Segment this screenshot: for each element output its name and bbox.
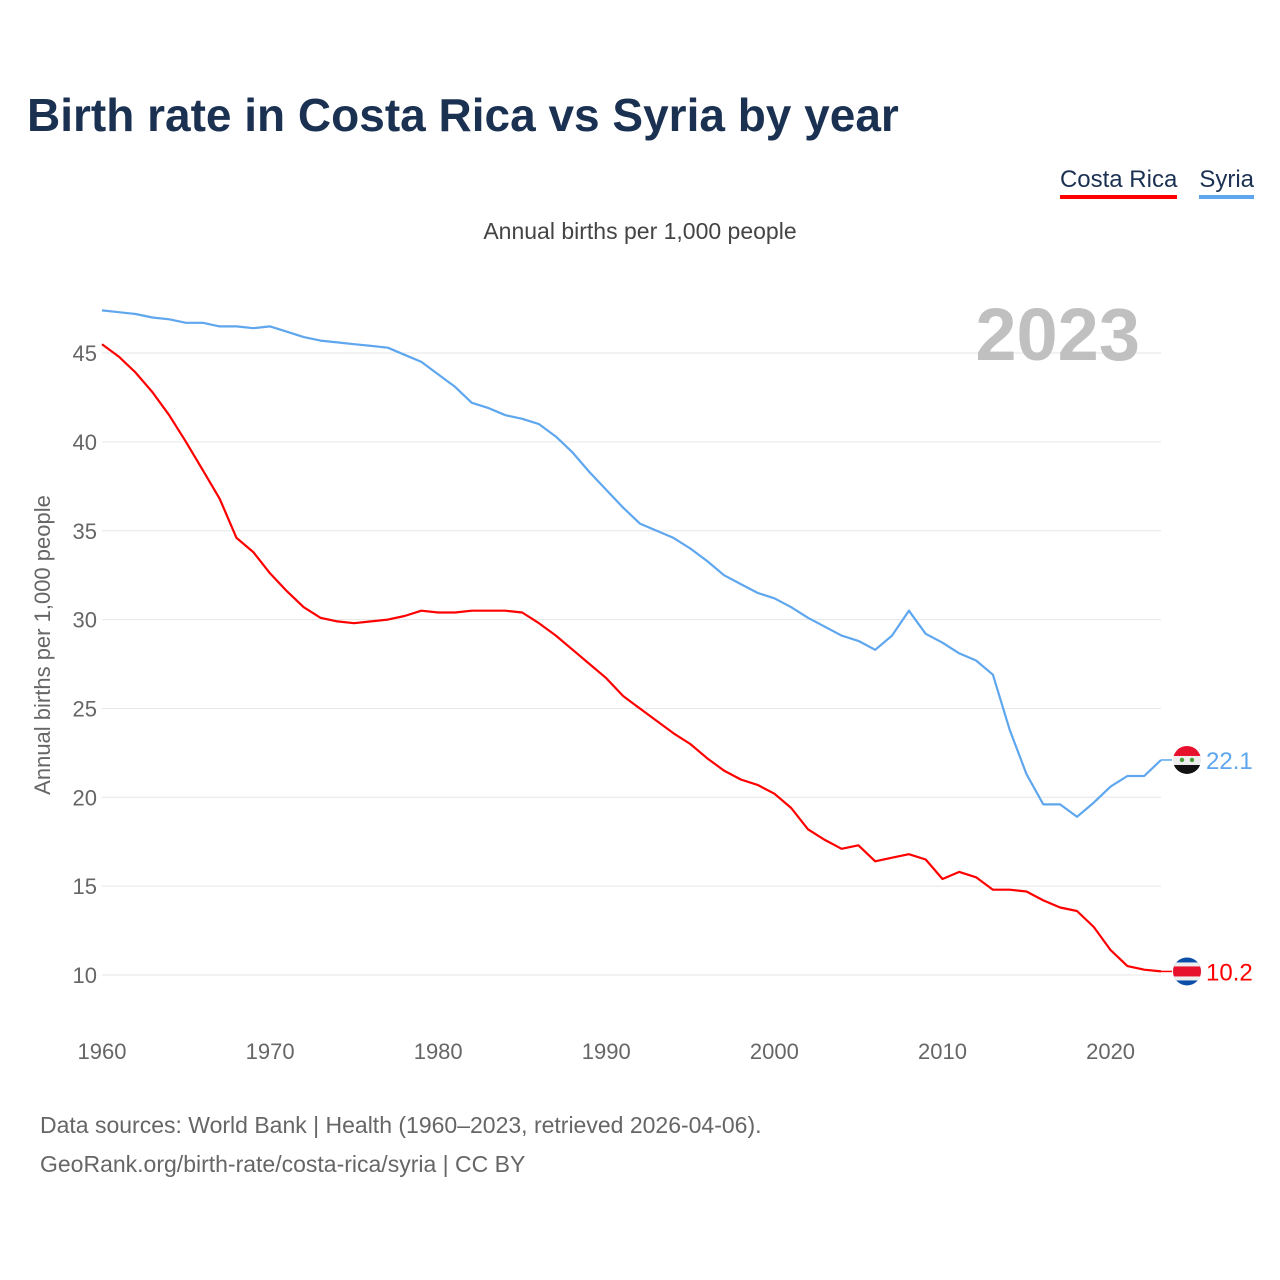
- flag-star: [1189, 757, 1195, 763]
- flag-stripes: [1173, 745, 1201, 774]
- end-value-label: 10.2: [1206, 959, 1253, 986]
- chart-subtitle: Annual births per 1,000 people: [483, 218, 797, 244]
- series-line-costa-rica: [101, 343, 1162, 973]
- y-tick-label: 10: [73, 963, 97, 988]
- x-tick-label: 2020: [1086, 1039, 1135, 1064]
- y-axis-label: Annual births per 1,000 people: [30, 495, 55, 795]
- year-watermark: 2023: [975, 293, 1140, 376]
- x-tick-label: 1990: [582, 1039, 631, 1064]
- x-tick-label: 1970: [246, 1039, 295, 1064]
- x-tick-label: 2010: [918, 1039, 967, 1064]
- costa-rica-flag-icon: [1173, 957, 1201, 986]
- flag-red: [1173, 745, 1201, 756]
- data-source: Data sources: World Bank | Health (1960–…: [40, 1112, 762, 1138]
- series-line-syria: [101, 309, 1162, 818]
- y-tick-label: 20: [73, 785, 97, 810]
- y-tick-label: 40: [73, 430, 97, 455]
- flag-star: [1179, 757, 1185, 763]
- legend-costa-rica[interactable]: Costa Rica: [1059, 166, 1178, 199]
- y-tick-label: 35: [73, 519, 97, 544]
- x-tick-label: 1960: [78, 1039, 127, 1064]
- source-link[interactable]: GeoRank.org/birth-rate/costa-rica/syria …: [40, 1151, 526, 1177]
- chart-title: Birth rate in Costa Rica vs Syria by yea…: [27, 89, 899, 141]
- y-tick-label: 15: [73, 874, 97, 899]
- flag-stripes: [1173, 957, 1201, 986]
- flag-red: [1173, 966, 1201, 977]
- flag-white: [1173, 755, 1201, 765]
- y-tick-label: 30: [73, 608, 97, 633]
- x-tick-label: 2000: [750, 1039, 799, 1064]
- y-tick-label: 45: [73, 341, 97, 366]
- legend-syria[interactable]: Syria: [1199, 166, 1254, 199]
- syria-flag-icon: [1173, 745, 1201, 774]
- end-value-label: 22.1: [1206, 748, 1253, 775]
- flag-black: [1173, 764, 1201, 774]
- y-tick-label: 25: [73, 696, 97, 721]
- legend: Costa Rica Syria: [1059, 166, 1254, 199]
- x-tick-label: 1980: [414, 1039, 463, 1064]
- footer: Data sources: World Bank | Health (1960–…: [40, 1106, 762, 1184]
